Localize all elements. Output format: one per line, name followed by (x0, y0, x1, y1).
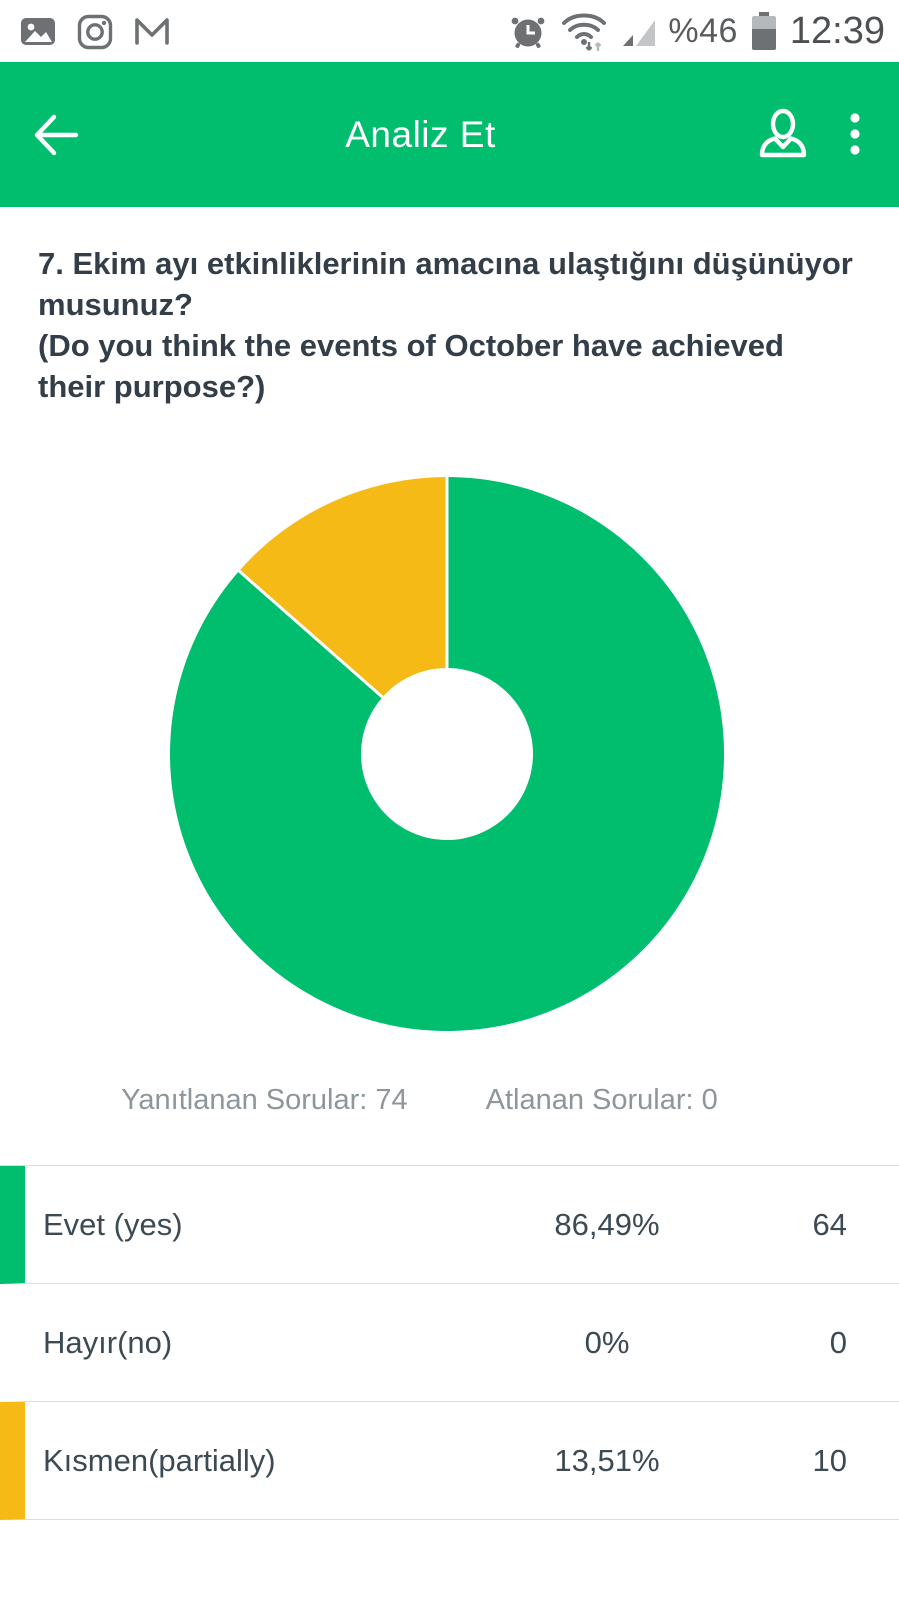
response-stats: Yanıtlanan Sorular: 74 Atlanan Sorular: … (0, 1077, 869, 1123)
overflow-menu-icon (850, 112, 860, 155)
status-bar: %46 12:39 (0, 0, 899, 62)
answered-questions-stat: Yanıtlanan Sorular: 74 (121, 1084, 407, 1117)
answer-label: Evet (yes) (43, 1206, 183, 1242)
back-button[interactable] (26, 105, 86, 165)
answer-row: Hayır(no) 0% 0 (0, 1284, 899, 1402)
battery-percent: %46 (668, 11, 738, 50)
donut-chart (170, 476, 724, 1031)
back-arrow-icon (34, 114, 79, 155)
clock-time: 12:39 (789, 9, 885, 52)
answer-percent: 0% (584, 1324, 630, 1360)
question-text-turkish: 7. Ekim ayı etkinliklerinin amacına ulaş… (38, 246, 853, 322)
wifi-icon (562, 13, 607, 51)
gallery-icon (21, 18, 55, 45)
account-button[interactable] (755, 105, 811, 165)
skipped-questions-stat: Atlanan Sorular: 0 (486, 1084, 718, 1117)
app-header: Analiz Et (0, 62, 899, 207)
answer-count: 64 (812, 1206, 847, 1242)
person-icon (759, 108, 807, 157)
answer-label: Kısmen(partially) (43, 1442, 276, 1478)
answer-row: Kısmen(partially) 13,51% 10 (0, 1402, 899, 1520)
signal-icon (623, 20, 656, 46)
overflow-menu-button[interactable] (837, 105, 873, 165)
answers-table: Evet (yes) 86,49% 64 Hayır(no) 0% 0 Kısm… (0, 1165, 899, 1520)
answered-label: Yanıtlanan Sorular: (121, 1083, 368, 1116)
answer-percent: 13,51% (554, 1442, 660, 1478)
page-title: Analiz Et (345, 113, 496, 155)
answered-value: 74 (375, 1083, 408, 1116)
answer-count: 10 (812, 1442, 847, 1478)
battery-icon (751, 12, 776, 50)
notification-icons (18, 11, 172, 51)
question-text-english: (Do you think the events of October have… (38, 328, 784, 404)
chart-area (0, 447, 899, 1061)
alarm-icon (511, 17, 545, 49)
question-text: 7. Ekim ayı etkinliklerinin amacına ulaş… (0, 207, 899, 407)
skipped-label: Atlanan Sorular: (485, 1083, 694, 1116)
skipped-value: 0 (701, 1083, 718, 1116)
instagram-icon (77, 14, 113, 50)
answer-row: Evet (yes) 86,49% 64 (0, 1166, 899, 1284)
gmail-icon (135, 18, 169, 45)
answer-label: Hayır(no) (43, 1324, 173, 1360)
answer-percent: 86,49% (554, 1206, 660, 1242)
answer-count: 0 (829, 1324, 847, 1360)
